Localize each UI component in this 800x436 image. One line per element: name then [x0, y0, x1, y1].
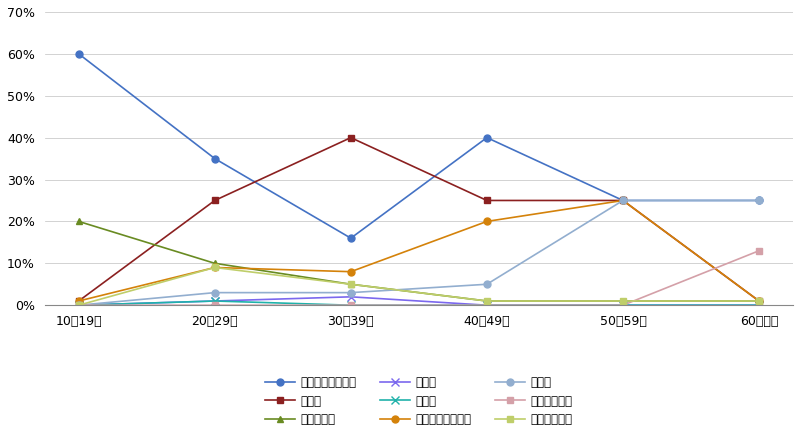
卒　業: [754, 303, 764, 308]
Line: 卒　業: 卒 業: [74, 297, 763, 310]
結婚・離婚・縁組: [754, 298, 764, 303]
Line: 就　学: 就 学: [74, 293, 763, 310]
住　宅: [346, 290, 356, 295]
就　学: [74, 303, 83, 308]
結婚・離婚・縁組: [482, 219, 492, 224]
退職・廃業: [482, 298, 492, 303]
転　勤: [754, 298, 764, 303]
結婚・離婚・縁組: [74, 298, 83, 303]
生活の利便性: [210, 265, 219, 270]
就　学: [618, 303, 628, 308]
Line: 交通の利便性: 交通の利便性: [75, 247, 762, 309]
退職・廃業: [754, 298, 764, 303]
就職・転職・転業: [618, 198, 628, 203]
転　勤: [618, 198, 628, 203]
住　宅: [74, 303, 83, 308]
就職・転職・転業: [346, 235, 356, 241]
Line: 生活の利便性: 生活の利便性: [75, 264, 762, 309]
交通の利便性: [74, 303, 83, 308]
住　宅: [754, 198, 764, 203]
就　学: [754, 303, 764, 308]
卒　業: [482, 303, 492, 308]
就職・転職・転業: [210, 156, 219, 161]
就職・転職・転業: [482, 135, 492, 140]
交通の利便性: [210, 303, 219, 308]
退職・廃業: [210, 261, 219, 266]
退職・廃業: [346, 282, 356, 287]
交通の利便性: [482, 303, 492, 308]
転　勤: [210, 198, 219, 203]
交通の利便性: [618, 303, 628, 308]
卒　業: [210, 298, 219, 303]
就職・転職・転業: [74, 51, 83, 56]
就職・転職・転業: [754, 198, 764, 203]
結婚・離婚・縁組: [346, 269, 356, 274]
交通の利便性: [346, 303, 356, 308]
就　学: [482, 303, 492, 308]
Line: 就職・転職・転業: 就職・転職・転業: [75, 51, 762, 242]
卒　業: [74, 303, 83, 308]
就　学: [210, 298, 219, 303]
退職・廃業: [618, 298, 628, 303]
卒　業: [618, 303, 628, 308]
生活の利便性: [618, 298, 628, 303]
生活の利便性: [346, 282, 356, 287]
就　学: [346, 294, 356, 300]
Line: 結婚・離婚・縁組: 結婚・離婚・縁組: [75, 197, 762, 304]
転　勤: [482, 198, 492, 203]
交通の利便性: [754, 248, 764, 253]
生活の利便性: [754, 298, 764, 303]
Line: 退職・廃業: 退職・廃業: [75, 218, 762, 304]
転　勤: [346, 135, 356, 140]
生活の利便性: [482, 298, 492, 303]
退職・廃業: [74, 219, 83, 224]
卒　業: [346, 303, 356, 308]
転　勤: [74, 298, 83, 303]
住　宅: [618, 198, 628, 203]
生活の利便性: [74, 303, 83, 308]
住　宅: [210, 290, 219, 295]
Line: 転　勤: 転 勤: [75, 134, 762, 304]
結婚・離婚・縁組: [618, 198, 628, 203]
住　宅: [482, 282, 492, 287]
Legend: 就職・転職・転業, 転　勤, 退職・廃業, 就　学, 卒　業, 結婚・離婚・縁組, 住　宅, 交通の利便性, 生活の利便性: 就職・転職・転業, 転 勤, 退職・廃業, 就 学, 卒 業, 結婚・離婚・縁組…: [259, 370, 578, 433]
結婚・離婚・縁組: [210, 265, 219, 270]
Line: 住　宅: 住 宅: [75, 197, 762, 309]
